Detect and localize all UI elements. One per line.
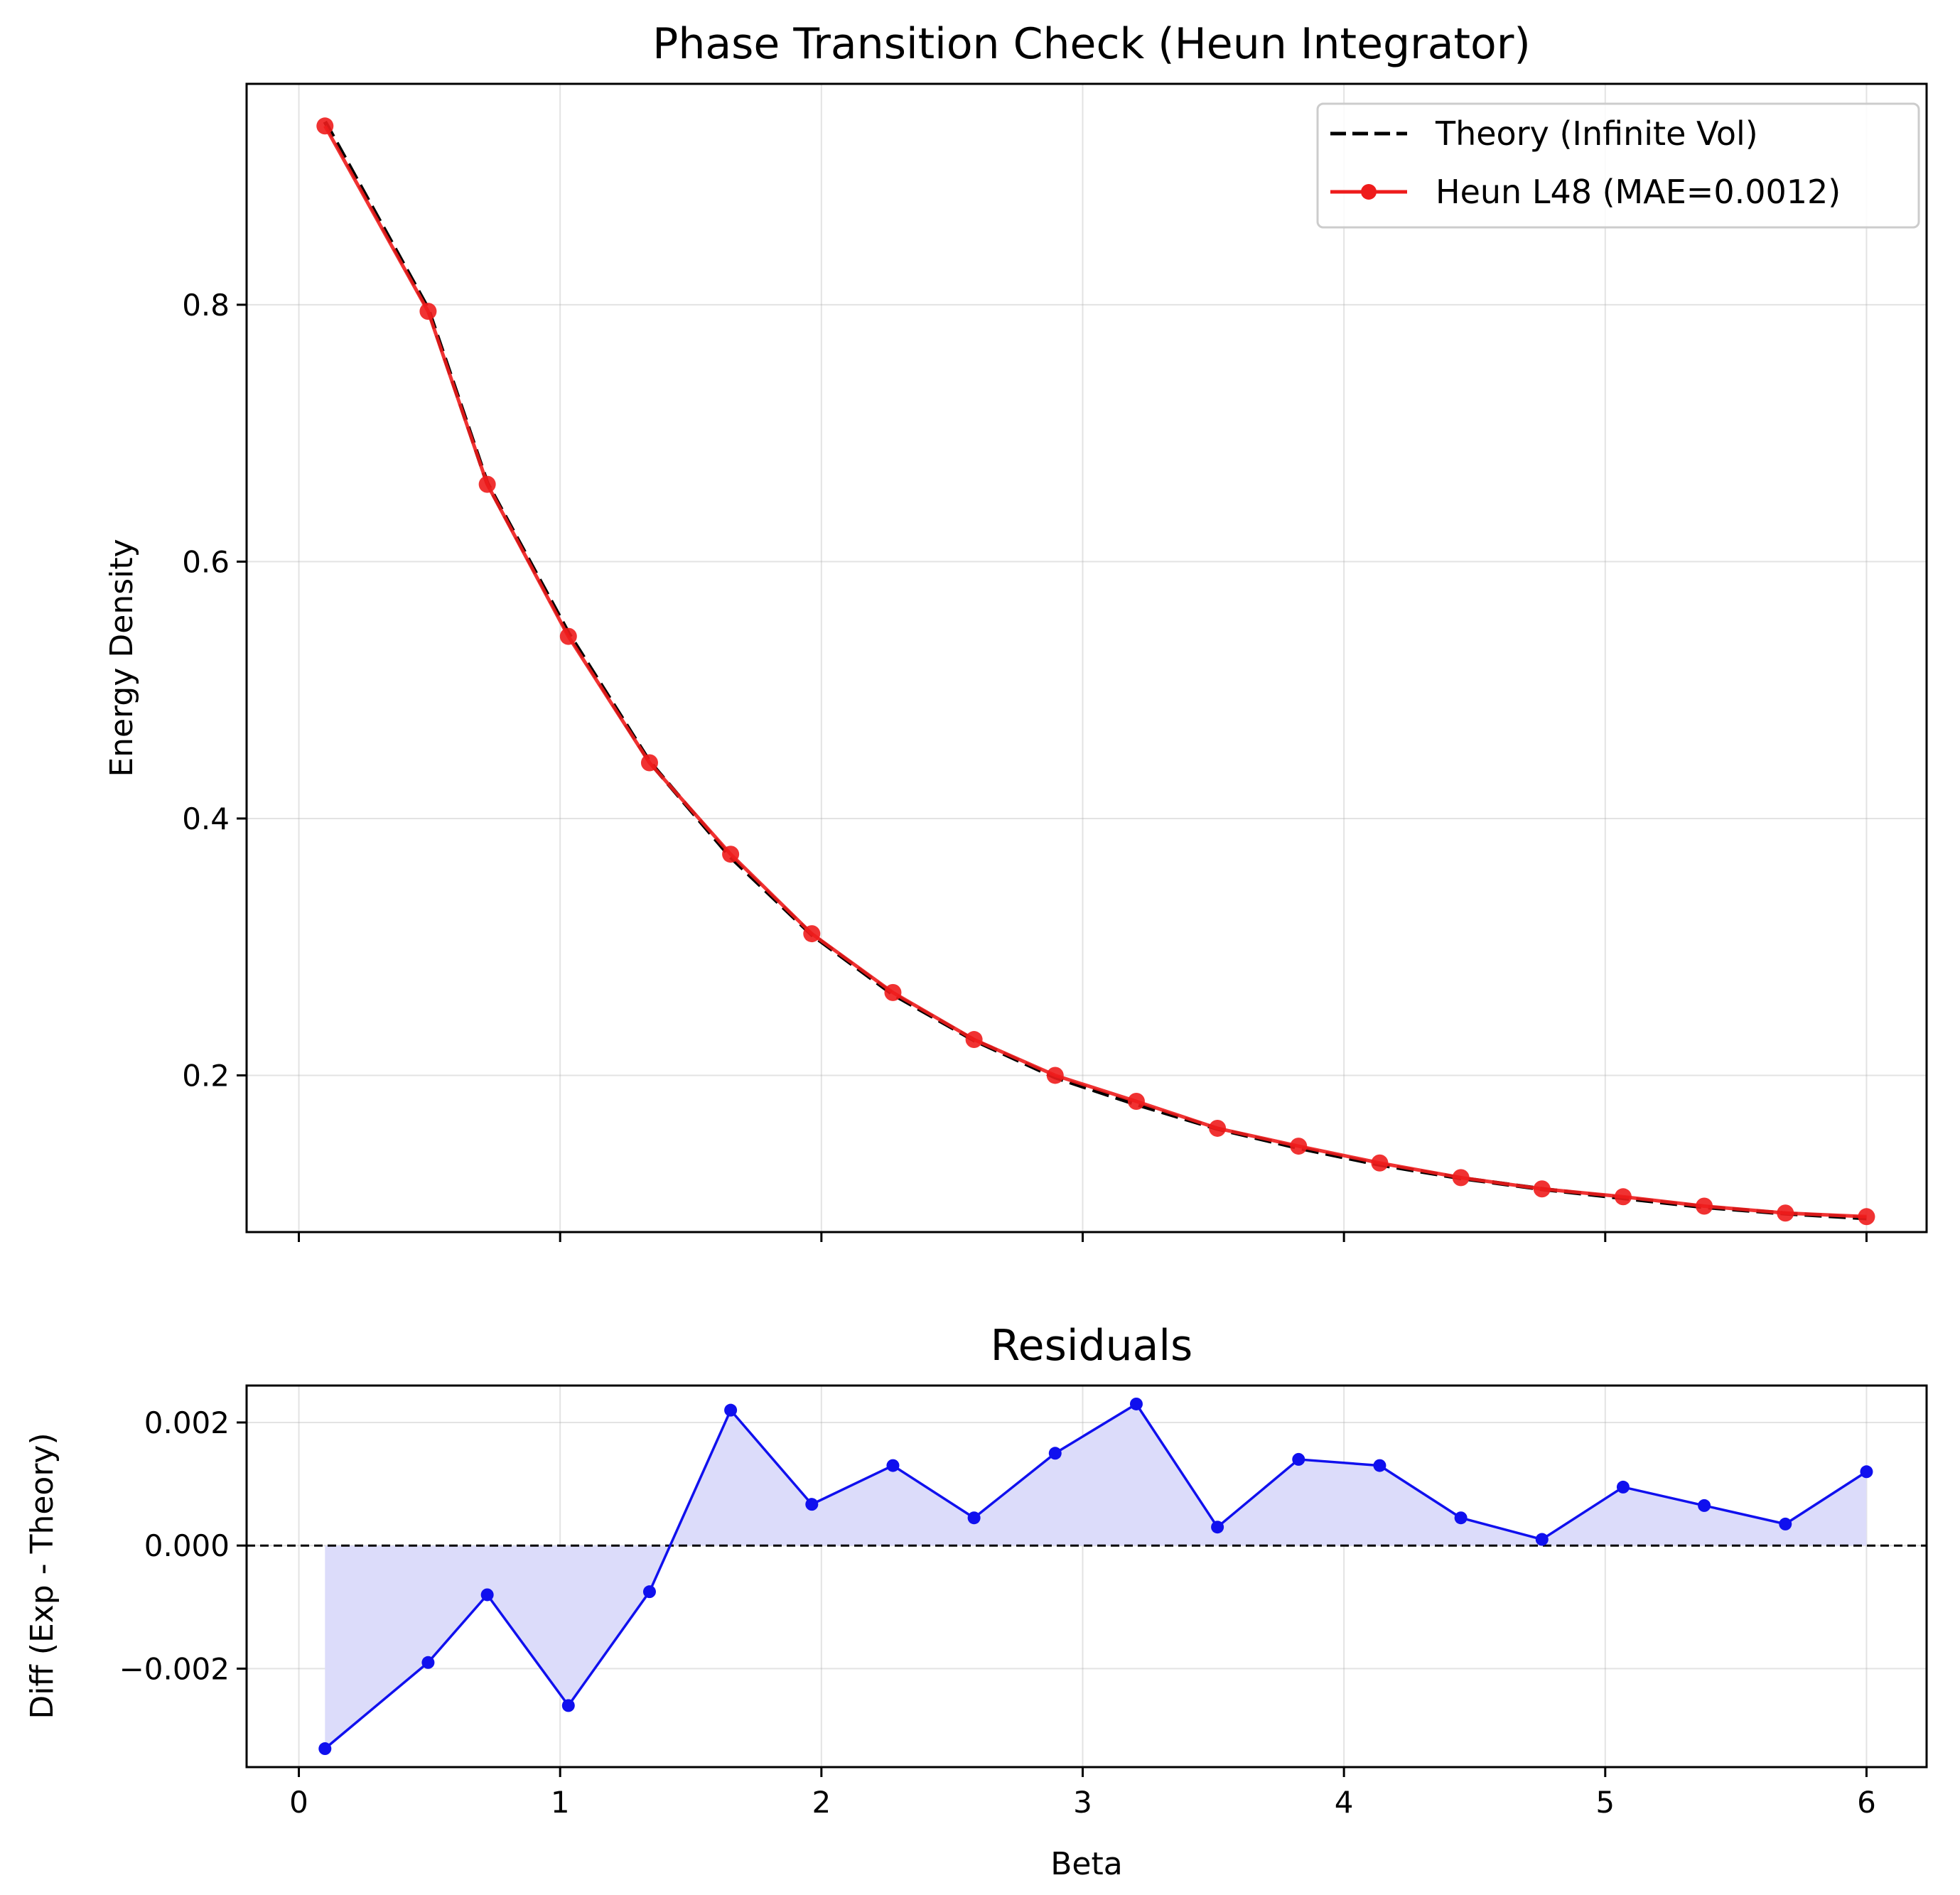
residual-data-point (318, 1742, 332, 1756)
residual-data-point (967, 1511, 981, 1525)
legend: Theory (Infinite Vol) Heun L48 (MAE=0.00… (1316, 102, 1920, 229)
residual-data-point (724, 1403, 738, 1417)
heun-data-point (316, 117, 334, 135)
main-x-ticks (298, 1232, 1868, 1242)
residual-plot-frame (245, 1384, 1928, 1769)
res-x-tick-label: 4 (1335, 1785, 1354, 1820)
theory-line (323, 120, 1867, 1221)
res-y-tick-label: 0.000 (144, 1528, 230, 1563)
heun-data-point (419, 303, 437, 320)
residual-y-ticks: −0.002 0.000 0.002 (119, 1405, 247, 1686)
residual-chart-title: Residuals (991, 1321, 1193, 1371)
main-y-axis-label: Energy Density (104, 539, 140, 777)
residual-y-axis-label: Diff (Exp - Theory) (24, 1432, 60, 1719)
res-y-tick-label: 0.002 (144, 1405, 230, 1440)
legend-label-theory: Theory (Infinite Vol) (1435, 114, 1758, 153)
heun-data-point (1209, 1119, 1227, 1137)
residual-data-point (1779, 1517, 1792, 1530)
main-plot-frame (245, 82, 1928, 1233)
heun-data-point (1127, 1092, 1145, 1110)
residual-series-layer (324, 1403, 1868, 1750)
heun-data-point (1696, 1197, 1713, 1215)
heun-data-point (722, 846, 740, 863)
residual-data-point (886, 1459, 900, 1472)
heun-data-point (1533, 1180, 1551, 1198)
heun-data-point (1046, 1067, 1064, 1084)
residual-data-point (480, 1588, 494, 1602)
res-y-tick-label: −0.002 (119, 1651, 230, 1686)
residual-data-point (1048, 1447, 1062, 1460)
residual-chart-panel: Residuals 0 1 2 3 4 5 6 −0.002 0.000 0.002 Diff … (24, 1321, 1928, 1882)
res-x-tick-label: 6 (1857, 1785, 1876, 1820)
residual-data-point (805, 1498, 819, 1511)
residual-data-point (642, 1585, 656, 1599)
main-chart-panel: Phase Transition Check (Heun Integrator)… (104, 19, 1928, 1242)
main-y-tick-label: 0.6 (182, 544, 230, 579)
main-markers-layer (316, 117, 1875, 1226)
residual-data-point (1211, 1521, 1224, 1534)
heun-data-point (884, 983, 902, 1001)
residual-markers-layer (318, 1397, 1873, 1756)
legend-box (1316, 102, 1920, 229)
res-x-tick-label: 0 (289, 1785, 308, 1820)
residual-data-point (1454, 1511, 1468, 1525)
res-x-tick-label: 3 (1073, 1785, 1092, 1820)
main-y-ticks: 0.2 0.4 0.6 0.8 (182, 288, 247, 1093)
residual-line (324, 1403, 1868, 1750)
residual-data-point (1292, 1452, 1305, 1466)
main-series-layer (323, 120, 1867, 1221)
heun-data-point (640, 754, 658, 772)
residual-data-point (561, 1699, 575, 1712)
residual-x-ticks: 0 1 2 3 4 5 6 (289, 1767, 1876, 1820)
heun-line (323, 125, 1867, 1219)
heun-data-point (478, 475, 496, 493)
res-x-tick-label: 2 (812, 1785, 831, 1820)
residual-data-point (1860, 1465, 1873, 1479)
residual-data-point (1129, 1397, 1143, 1410)
residual-area-fill (325, 1403, 1867, 1749)
residual-data-point (1535, 1533, 1549, 1546)
main-y-tick-label: 0.8 (182, 288, 230, 323)
legend-marker-heun (1361, 184, 1377, 200)
main-chart-title: Phase Transition Check (Heun Integrator) (652, 19, 1531, 69)
residual-data-point (1698, 1499, 1711, 1512)
heun-data-point (1452, 1169, 1470, 1187)
heun-data-point (1614, 1188, 1632, 1206)
heun-data-point (1858, 1208, 1875, 1226)
residual-data-point (1373, 1459, 1386, 1472)
res-x-tick-label: 1 (551, 1785, 570, 1820)
residual-data-point (1616, 1480, 1630, 1494)
heun-data-point (965, 1031, 983, 1049)
res-x-tick-label: 5 (1595, 1785, 1615, 1820)
heun-data-point (1290, 1138, 1308, 1155)
residual-fill-layer (325, 1403, 1867, 1749)
main-y-tick-label: 0.2 (182, 1058, 230, 1093)
legend-label-heun: Heun L48 (MAE=0.0012) (1436, 173, 1841, 211)
main-y-tick-label: 0.4 (182, 801, 230, 836)
main-gridlines (247, 84, 1927, 1232)
heun-data-point (1777, 1204, 1794, 1222)
heun-data-point (803, 925, 821, 943)
heun-data-point (1371, 1154, 1389, 1172)
heun-data-point (559, 627, 577, 645)
residual-x-axis-label: Beta (1050, 1846, 1122, 1882)
residual-data-point (421, 1656, 435, 1669)
